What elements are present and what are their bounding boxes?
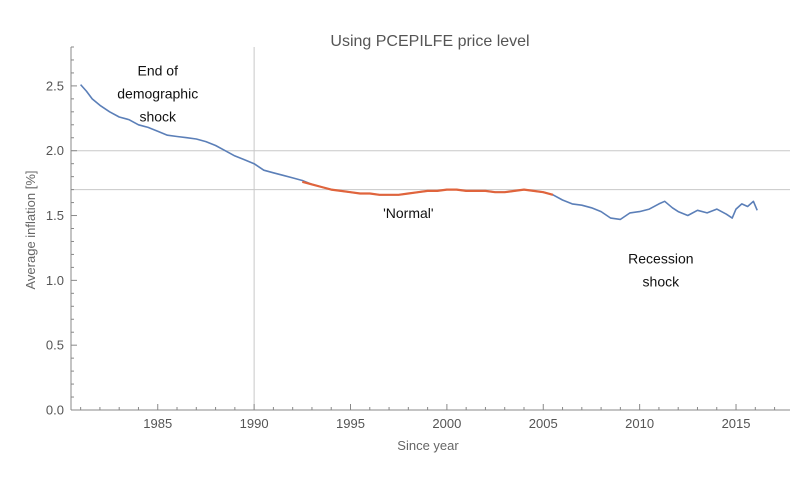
x-tick-label: 2015 <box>722 416 751 431</box>
y-tick-label: 0.5 <box>46 338 64 353</box>
x-axis-label: Since year <box>397 438 459 453</box>
x-tick-label: 2005 <box>529 416 558 431</box>
x-tick-label: 1995 <box>336 416 365 431</box>
y-tick-label: 0.0 <box>46 403 64 418</box>
annotation-text: shock <box>139 109 177 125</box>
x-tick-label: 2000 <box>432 416 461 431</box>
y-tick-label: 1.0 <box>46 273 64 288</box>
annotation-text: Recession <box>628 251 693 267</box>
x-tick-label: 2010 <box>625 416 654 431</box>
chart-title: Using PCEPILFE price level <box>330 33 529 50</box>
reference-lines <box>71 47 790 410</box>
y-tick-label: 2.0 <box>46 143 64 158</box>
annotation-text: End of <box>138 63 179 79</box>
y-tick-label: 2.5 <box>46 78 64 93</box>
annotation-text: demographic <box>117 86 198 102</box>
x-tick-label: 1985 <box>143 416 172 431</box>
series-group <box>80 84 758 221</box>
annotation-text: shock <box>643 274 681 290</box>
annotation-text: 'Normal' <box>383 205 433 221</box>
axes: 1985 1990 1995 2000 2005 2010 2015 0.0 0.5 1.0 1.5… <box>46 46 790 431</box>
y-tick-label: 1.5 <box>46 208 64 223</box>
series-line-normal <box>302 180 554 196</box>
series-line-main <box>80 84 758 221</box>
y-axis-label: Average inflation [%] <box>23 171 38 290</box>
annotations: End of demographic shock 'Normal' Recession s… <box>117 63 693 290</box>
x-tick-label: 1990 <box>240 416 269 431</box>
